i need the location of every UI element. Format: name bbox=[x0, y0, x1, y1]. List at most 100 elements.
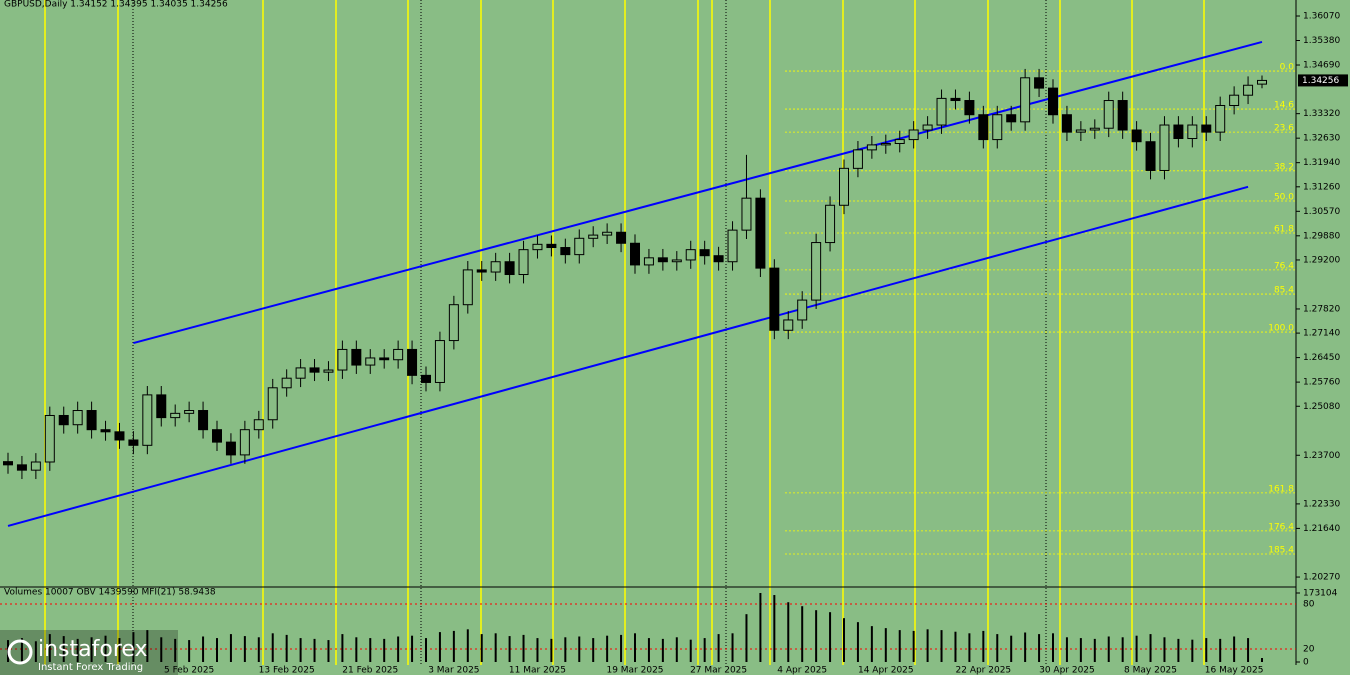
y-tick-label: 1.23700 bbox=[1303, 451, 1340, 461]
channel-line bbox=[7, 185, 1249, 527]
candle-body bbox=[1187, 124, 1198, 140]
volume-bar bbox=[355, 637, 358, 662]
volume-bar bbox=[20, 638, 23, 662]
candle-body bbox=[58, 414, 69, 426]
volume-bar bbox=[759, 593, 762, 662]
volume-bar bbox=[132, 632, 135, 662]
candle-body bbox=[546, 243, 557, 249]
volume-bar bbox=[1024, 632, 1027, 662]
volume-bar bbox=[34, 641, 37, 662]
watermark: instaforex Instant Forex Trading bbox=[0, 630, 178, 675]
volume-bar bbox=[898, 630, 901, 662]
candle-body bbox=[1103, 100, 1114, 129]
candle-body bbox=[964, 100, 975, 116]
candle-body bbox=[86, 410, 97, 431]
candle-body bbox=[100, 429, 111, 433]
volume-bar bbox=[411, 635, 414, 662]
candle-body bbox=[225, 441, 236, 456]
y-tick-label: 0 bbox=[1303, 658, 1309, 668]
candle-body bbox=[156, 394, 167, 419]
volume-bar bbox=[675, 637, 678, 662]
volume-bar bbox=[438, 632, 441, 662]
x-tick-label: 3 Mar 2025 bbox=[428, 666, 479, 675]
volume-bar bbox=[90, 637, 93, 662]
volume-bar bbox=[787, 602, 790, 662]
volume-bar bbox=[480, 634, 483, 662]
volume-bar bbox=[1219, 638, 1222, 662]
candle-body bbox=[685, 249, 696, 261]
candle-body bbox=[797, 299, 808, 321]
last-price-label: 1.34256 bbox=[1302, 76, 1339, 86]
volume-bar bbox=[1233, 636, 1236, 662]
volume-bar bbox=[1163, 637, 1166, 662]
volume-bar bbox=[912, 630, 915, 662]
candle-body bbox=[825, 204, 836, 244]
candle-body bbox=[852, 149, 863, 169]
volume-bar bbox=[815, 610, 818, 662]
volume-bar bbox=[494, 633, 497, 662]
candle-body bbox=[114, 431, 125, 441]
candle-body bbox=[198, 410, 209, 431]
mfi-level-label: 80 bbox=[1303, 600, 1315, 610]
volume-bar bbox=[968, 633, 971, 662]
volume-bar bbox=[717, 634, 720, 662]
candle-body bbox=[992, 114, 1003, 141]
volume-bar bbox=[564, 637, 567, 662]
candle-body bbox=[880, 142, 891, 146]
volume-bar bbox=[313, 638, 316, 662]
y-tick-label: 1.26450 bbox=[1303, 353, 1340, 363]
volume-bar bbox=[647, 638, 650, 662]
candle-body bbox=[379, 357, 390, 361]
candle-body bbox=[630, 242, 640, 266]
volume-bar bbox=[271, 633, 274, 662]
volume-bar bbox=[926, 629, 929, 662]
candle-body bbox=[407, 348, 418, 376]
volume-bar bbox=[1038, 634, 1041, 662]
candle-body bbox=[1215, 104, 1226, 133]
volume-bar bbox=[661, 638, 664, 662]
volume-bar bbox=[160, 637, 163, 662]
volume-bar bbox=[829, 612, 832, 662]
volume-bar bbox=[550, 638, 553, 662]
fib-label: 161.8 bbox=[1268, 484, 1294, 494]
candle-body bbox=[839, 167, 849, 206]
fib-label: 85.4 bbox=[1274, 286, 1294, 296]
candle-body bbox=[560, 247, 571, 256]
fib-label: 14.6 bbox=[1274, 101, 1294, 111]
candle-body bbox=[142, 394, 153, 446]
volume-bar bbox=[48, 634, 51, 662]
fib-label: 61.8 bbox=[1274, 224, 1294, 234]
y-tick-label: 1.34690 bbox=[1303, 61, 1340, 71]
y-tick-label: 1.27140 bbox=[1303, 329, 1340, 339]
candle-body bbox=[295, 367, 306, 379]
candle-body bbox=[713, 255, 724, 263]
candle-body bbox=[1034, 77, 1045, 89]
volume-bar bbox=[216, 638, 218, 662]
volume-bar bbox=[299, 638, 302, 662]
volume-bar bbox=[1205, 638, 1208, 662]
volume-bar bbox=[285, 634, 288, 662]
x-tick-label: 27 Mar 2025 bbox=[690, 666, 747, 675]
volume-bar bbox=[62, 636, 65, 662]
volume-bar bbox=[884, 628, 887, 662]
candle-body bbox=[1145, 141, 1156, 171]
x-tick-label: 21 Feb 2025 bbox=[342, 666, 398, 675]
volume-bar bbox=[174, 638, 177, 662]
candle-body bbox=[393, 348, 404, 361]
candle-body bbox=[30, 461, 41, 471]
y-tick-label: 1.31260 bbox=[1303, 182, 1340, 192]
volume-bar bbox=[1107, 636, 1110, 662]
volume-bar bbox=[341, 634, 344, 662]
y-tick-label: 1.25080 bbox=[1303, 402, 1340, 412]
volume-bar bbox=[843, 618, 845, 662]
indicator-header: Volumes 10007 OBV 1439590 MFI(21) 58.943… bbox=[4, 588, 216, 598]
candle-body bbox=[1173, 124, 1184, 140]
candle-body bbox=[602, 231, 613, 236]
x-tick-label: 30 Apr 2025 bbox=[1039, 666, 1095, 675]
candle-body bbox=[128, 439, 139, 446]
candle-body bbox=[1201, 124, 1212, 133]
candle-body bbox=[741, 197, 752, 231]
volume-bar bbox=[118, 638, 121, 662]
candle-body bbox=[3, 461, 13, 466]
